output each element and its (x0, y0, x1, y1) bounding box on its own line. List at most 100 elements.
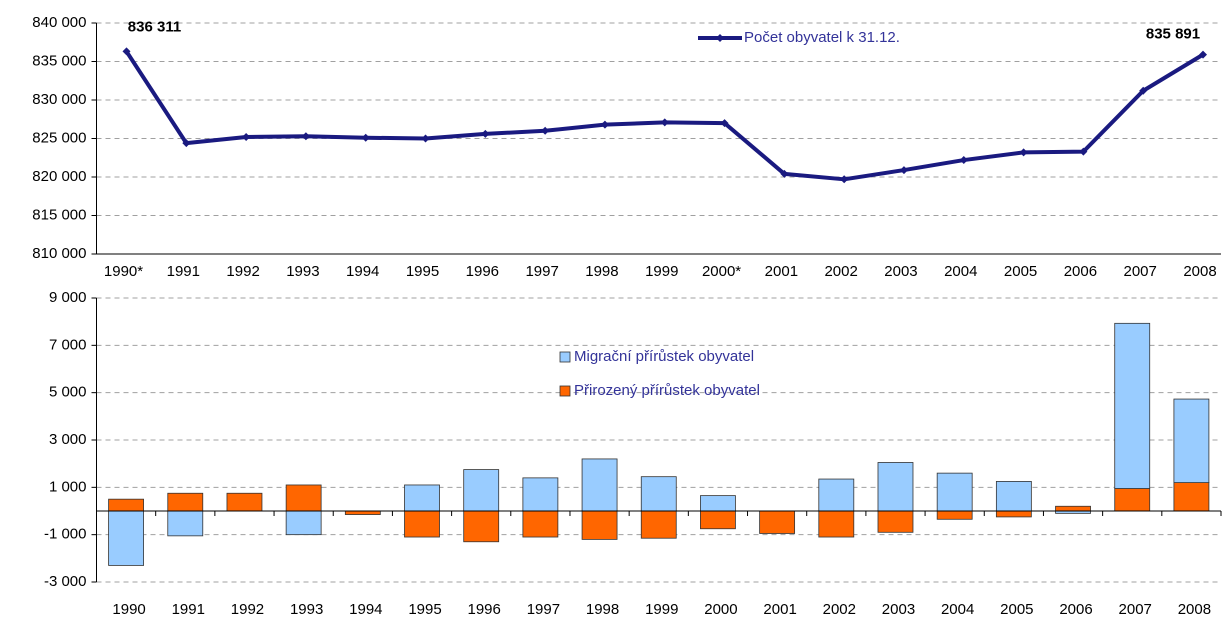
point-marker (481, 129, 490, 138)
bar (522, 510, 559, 538)
x-tick-label: 1991 (172, 601, 205, 618)
x-tick-label: 2001 (763, 601, 796, 618)
data-label: 836 311 (128, 18, 181, 35)
data-label: 835 891 (1146, 26, 1200, 43)
y-tick-label: 815 000 (32, 206, 86, 223)
y-tick-label: 835 000 (32, 52, 86, 69)
x-tick-label: 1991 (167, 263, 200, 280)
x-tick-label: 2006 (1064, 263, 1097, 280)
bar (581, 458, 618, 512)
point-marker (421, 134, 430, 143)
point-marker (361, 133, 370, 142)
x-tick-label: 1990 (112, 601, 145, 618)
y-tick-label: 840 000 (32, 14, 86, 31)
bar (1114, 488, 1151, 512)
y-tick-label: 9 000 (49, 289, 87, 306)
bar (463, 469, 500, 512)
x-tick-label: 2007 (1124, 263, 1157, 280)
bar (1173, 398, 1210, 484)
bar (640, 510, 677, 539)
bar (404, 510, 440, 538)
bar (818, 478, 855, 512)
y-tick-label: 830 000 (32, 91, 86, 108)
bar (108, 498, 144, 512)
x-tick-label: 1997 (527, 601, 560, 618)
x-tick-label: 2001 (765, 263, 798, 280)
x-tick-label: 2000* (702, 263, 741, 280)
bar (522, 477, 559, 512)
bar (700, 495, 736, 512)
bar (640, 476, 677, 512)
legend-swatch (559, 351, 571, 363)
x-tick-label: 2003 (884, 263, 917, 280)
x-tick-label: 1995 (408, 601, 441, 618)
x-tick-label: 2003 (882, 601, 915, 618)
point-marker (1199, 50, 1207, 59)
x-tick-label: 1994 (349, 601, 382, 618)
x-tick-label: 2004 (941, 601, 974, 618)
x-tick-label: 1995 (406, 263, 439, 280)
x-tick-label: 2000 (704, 601, 737, 618)
bar (995, 481, 1032, 512)
legend-label: Přirozený přírůstek obyvatel (574, 382, 760, 399)
point-marker (182, 139, 191, 148)
point-marker (122, 47, 131, 56)
bar (167, 510, 204, 537)
bar (167, 492, 204, 512)
bar (936, 510, 973, 520)
bar (877, 462, 914, 512)
y-tick-label: -1 000 (44, 526, 87, 543)
bar (759, 510, 796, 534)
x-tick-label: 1993 (290, 601, 323, 618)
point-marker (959, 156, 968, 165)
x-tick-label: 1998 (585, 263, 618, 280)
y-tick-label: 810 000 (32, 245, 86, 262)
y-tick-label: 820 000 (32, 168, 86, 185)
bar (1114, 322, 1151, 489)
point-marker (541, 126, 550, 135)
bar (463, 510, 500, 543)
x-tick-label: 1996 (466, 263, 499, 280)
y-tick-label: 3 000 (49, 431, 87, 448)
x-tick-label: 2004 (944, 263, 977, 280)
bar (404, 484, 440, 512)
x-tick-label: 1993 (286, 263, 319, 280)
point-marker (1139, 86, 1148, 95)
legend-label: Migrační přírůstek obyvatel (574, 348, 754, 365)
bar (285, 484, 322, 512)
point-marker (242, 132, 251, 141)
line-series (124, 50, 1205, 182)
point-marker (899, 166, 908, 175)
x-tick-label: 2008 (1178, 601, 1211, 618)
legend-marker (716, 34, 724, 42)
y-tick-label: 7 000 (49, 336, 87, 353)
y-tick-label: 825 000 (32, 129, 86, 146)
x-tick-label: 1999 (645, 601, 678, 618)
x-tick-label: 1994 (346, 263, 379, 280)
point-marker (780, 169, 789, 178)
bar (108, 510, 144, 566)
x-tick-label: 2006 (1059, 601, 1092, 618)
bar (1055, 505, 1091, 512)
y-tick-label: 1 000 (49, 478, 87, 495)
x-tick-label: 2002 (823, 601, 856, 618)
x-tick-label: 1998 (586, 601, 619, 618)
bar (1173, 482, 1210, 512)
x-tick-label: 1997 (525, 263, 558, 280)
point-marker (301, 132, 310, 141)
legend-swatch (559, 385, 571, 397)
x-tick-label: 1990* (104, 263, 143, 280)
legend-label: Počet obyvatel k 31.12. (744, 29, 900, 46)
point-marker (840, 175, 849, 184)
bar (995, 510, 1032, 518)
x-tick-label: 2002 (824, 263, 857, 280)
point-marker (660, 118, 669, 127)
point-marker (1079, 147, 1088, 156)
x-tick-label: 2005 (1004, 263, 1037, 280)
x-tick-label: 2007 (1119, 601, 1152, 618)
y-tick-label: 5 000 (49, 384, 87, 401)
point-marker (720, 119, 729, 128)
bar (818, 510, 855, 538)
x-tick-label: 1992 (226, 263, 259, 280)
